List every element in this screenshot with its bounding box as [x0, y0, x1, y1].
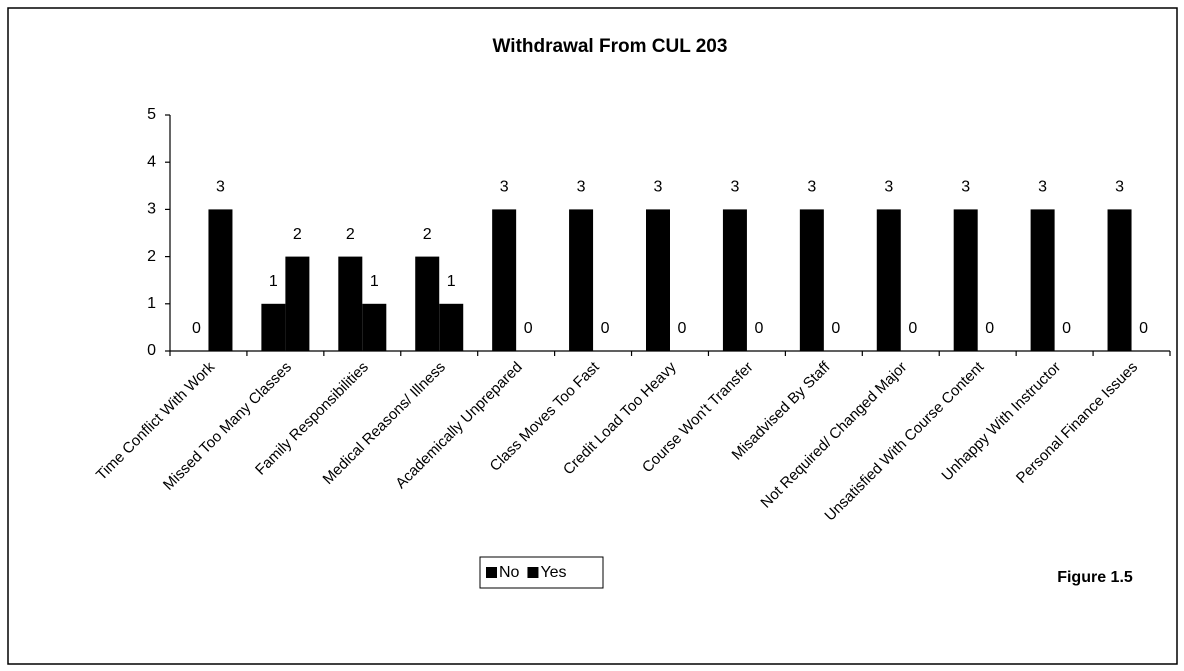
bar: [285, 256, 310, 351]
legend-swatch: [486, 567, 497, 578]
y-tick-label: 2: [147, 248, 156, 265]
data-label: 0: [985, 320, 994, 337]
bar: [362, 303, 387, 351]
data-label: 0: [524, 320, 533, 337]
data-label: 3: [730, 179, 739, 196]
data-label: 0: [754, 320, 763, 337]
y-tick-label: 4: [147, 153, 156, 170]
data-label: 3: [1038, 179, 1047, 196]
bar: [338, 256, 363, 351]
data-label: 3: [1115, 179, 1124, 196]
y-tick-label: 1: [147, 295, 156, 312]
bar: [208, 209, 233, 351]
legend-box: [479, 556, 604, 589]
data-label: 3: [216, 179, 225, 196]
bar: [646, 209, 670, 351]
bar: [1030, 209, 1055, 351]
bar: [876, 209, 901, 351]
data-label: 0: [1139, 320, 1148, 337]
data-label: 3: [500, 179, 509, 196]
data-label: 1: [269, 273, 278, 290]
data-label: 2: [423, 226, 432, 243]
y-tick-label: 3: [147, 201, 156, 218]
data-label: 0: [601, 320, 610, 337]
bar: [722, 209, 747, 351]
bar: [953, 209, 978, 351]
data-label: 2: [346, 226, 355, 243]
bar: [569, 209, 594, 351]
data-label: 0: [192, 320, 201, 337]
bar: [261, 303, 286, 351]
data-label: 3: [807, 179, 816, 196]
data-label: 0: [908, 320, 917, 337]
data-label: 3: [654, 179, 663, 196]
data-label: 0: [831, 320, 840, 337]
y-tick-label: 5: [147, 106, 156, 123]
legend-label: No: [499, 564, 520, 581]
data-label: 2: [293, 226, 302, 243]
data-label: 3: [577, 179, 586, 196]
bar: [1107, 209, 1132, 351]
bar: [799, 209, 824, 351]
legend-label: Yes: [540, 564, 566, 581]
data-label: 0: [678, 320, 687, 337]
annotation: Figure 1.5: [1057, 569, 1133, 586]
bar: [492, 209, 517, 351]
y-tick-label: 0: [147, 342, 156, 359]
data-label: 3: [961, 179, 970, 196]
data-label: 1: [370, 273, 379, 290]
bar: [439, 303, 464, 351]
bar: [415, 256, 440, 351]
data-label: 0: [1062, 320, 1071, 337]
data-label: 3: [884, 179, 893, 196]
chart-title: Withdrawal From CUL 203: [493, 36, 728, 57]
data-label: 1: [447, 273, 456, 290]
legend-swatch: [527, 567, 539, 578]
